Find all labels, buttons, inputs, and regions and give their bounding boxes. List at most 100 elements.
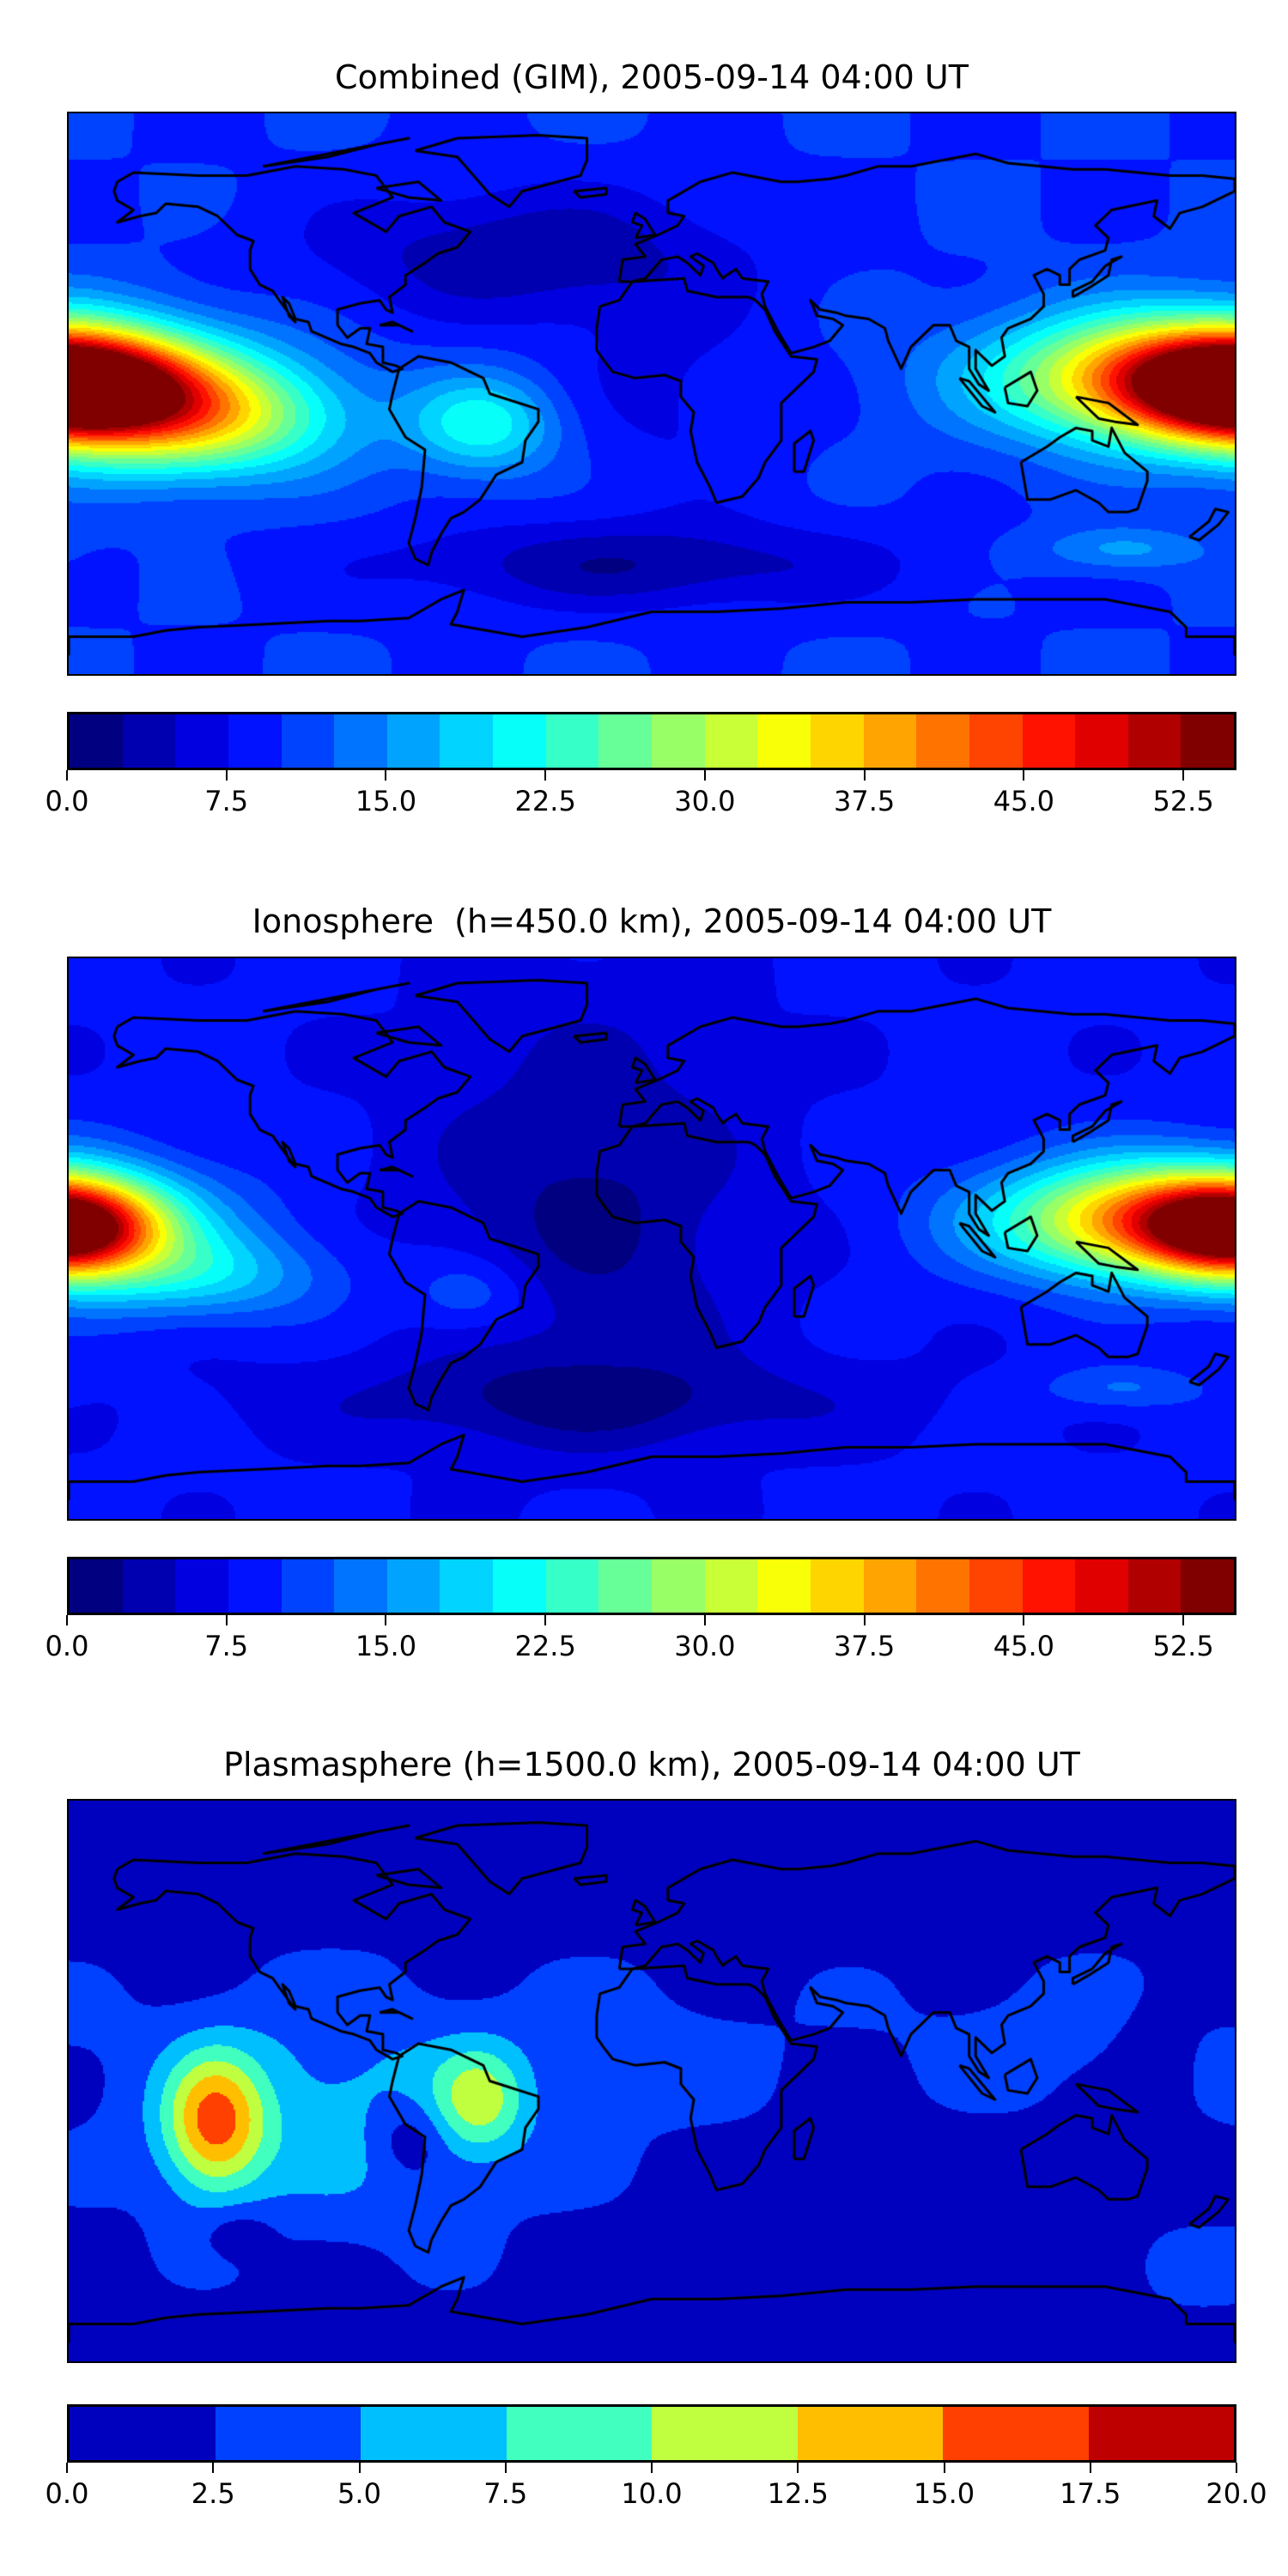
colorbar-bin [175, 1559, 228, 1613]
colorbar-bin [757, 1559, 811, 1613]
colorbar-bin [1127, 714, 1182, 768]
colorbar-tick-mark [212, 2463, 215, 2473]
colorbar-tick-mark [943, 2463, 945, 2473]
colorbar-bin [757, 714, 811, 768]
colorbar-tick-label: 15.0 [913, 2477, 975, 2510]
colorbar-bin [943, 2407, 1089, 2460]
colorbar-bin [215, 2407, 361, 2460]
colorbar-bin [598, 714, 653, 768]
colorbar-tick-label: 17.5 [1060, 2477, 1121, 2510]
chart-title-combined: Combined (GIM), 2005-09-14 04:00 UT [335, 58, 969, 96]
colorbar-bin [652, 2407, 798, 2460]
colorbar-bin [228, 1559, 282, 1613]
colorbar-tick-mark [504, 2463, 507, 2473]
colorbar-tick-mark [1023, 770, 1025, 781]
colorbar-tick-mark [863, 1615, 866, 1625]
colorbar-tick-label: 12.5 [767, 2477, 829, 2510]
colorbar-bin [1075, 1559, 1128, 1613]
map-combined [67, 112, 1236, 676]
colorbar-bin [810, 1559, 864, 1613]
colorbar-bin [652, 1559, 705, 1613]
colorbar-combined [67, 712, 1236, 770]
colorbar-bin [70, 2407, 216, 2460]
colorbar-bin [704, 1559, 758, 1613]
colorbar-tick-label: 30.0 [674, 785, 736, 817]
colorbar-bin [70, 714, 123, 768]
colorbar-tick-label: 7.5 [483, 2477, 528, 2510]
colorbar-bin [1075, 714, 1128, 768]
colorbar-tick-label: 45.0 [993, 1630, 1054, 1662]
colorbar-bin [506, 2407, 652, 2460]
colorbar-tick-label: 45.0 [993, 785, 1054, 817]
colorbar-bin [969, 1559, 1023, 1613]
colorbar-tick-mark [863, 770, 866, 781]
colorbar-tick-mark [1023, 1615, 1025, 1625]
colorbar-bin [1181, 1559, 1235, 1613]
colorbar-tick-mark [1182, 1615, 1185, 1625]
colorbar-tick-mark [225, 770, 228, 781]
colorbar-bin [652, 714, 705, 768]
colorbar-tick-label: 15.0 [355, 1630, 417, 1662]
colorbar-tick-label: 22.5 [514, 785, 576, 817]
colorbar-tick-mark [651, 2463, 653, 2473]
colorbar-tick-label: 20.0 [1206, 2477, 1267, 2510]
colorbar-tick-mark [66, 770, 68, 781]
colorbar-bin [1022, 1559, 1076, 1613]
colorbar-bin [228, 714, 282, 768]
colorbar-bin [797, 2407, 943, 2460]
colorbar-bin [281, 1559, 335, 1613]
contour-map-canvas [69, 113, 1235, 674]
colorbar-tick-label: 37.5 [834, 785, 896, 817]
colorbar-bin [493, 1559, 546, 1613]
colorbar-bin [598, 1559, 653, 1613]
map-plasmasphere [67, 1799, 1236, 2363]
colorbar-tick-mark [385, 770, 387, 781]
colorbar-bin [386, 1559, 440, 1613]
colorbar-bin [440, 1559, 494, 1613]
colorbar-tick-mark [358, 2463, 361, 2473]
colorbar-tick-label: 2.5 [191, 2477, 235, 2510]
colorbar-bin [545, 1559, 599, 1613]
colorbar-bin [1181, 714, 1235, 768]
colorbar-bin [493, 714, 546, 768]
colorbar-bin [281, 714, 335, 768]
colorbar-bin [122, 714, 176, 768]
colorbar-tick-mark [225, 1615, 228, 1625]
colorbar-tick-mark [544, 770, 547, 781]
map-ionosphere [67, 957, 1236, 1521]
colorbar-bin [916, 714, 969, 768]
colorbar-tick-label: 7.5 [204, 785, 249, 817]
colorbar-tick-mark [797, 2463, 799, 2473]
colorbar-tick-label: 15.0 [355, 785, 417, 817]
colorbar-tick-label: 0.0 [45, 2477, 89, 2510]
colorbar-bin [863, 1559, 917, 1613]
colorbar-bin [440, 714, 494, 768]
colorbar-tick-mark [66, 1615, 68, 1625]
colorbar-bin [70, 1559, 123, 1613]
colorbar-tick-mark [1236, 2463, 1237, 2473]
colorbar-tick-mark [1089, 2463, 1091, 2473]
colorbar-bin [361, 2407, 507, 2460]
colorbar-bin [175, 714, 228, 768]
colorbar-bin [334, 1559, 387, 1613]
colorbar-bin [334, 714, 387, 768]
colorbar-bin [1088, 2407, 1234, 2460]
chart-title-ionosphere: Ionosphere (h=450.0 km), 2005-09-14 04:0… [252, 902, 1052, 940]
colorbar-bin [969, 714, 1023, 768]
colorbar-tick-mark [703, 1615, 706, 1625]
colorbar-tick-label: 5.0 [337, 2477, 381, 2510]
colorbar-tick-label: 0.0 [45, 785, 89, 817]
colorbar-bin [810, 714, 864, 768]
colorbar-tick-mark [1182, 770, 1185, 781]
colorbar-tick-label: 30.0 [674, 1630, 736, 1662]
colorbar-tick-mark [385, 1615, 387, 1625]
colorbar-bin [704, 714, 758, 768]
chart-title-plasmasphere: Plasmasphere (h=1500.0 km), 2005-09-14 0… [223, 1746, 1080, 1783]
colorbar-bin [122, 1559, 176, 1613]
colorbar-bin [386, 714, 440, 768]
contour-map-canvas [69, 958, 1235, 1519]
colorbar-bin [545, 714, 599, 768]
colorbar-plasmasphere [67, 2404, 1236, 2463]
colorbar-tick-label: 10.0 [621, 2477, 683, 2510]
colorbar-bin [916, 1559, 969, 1613]
